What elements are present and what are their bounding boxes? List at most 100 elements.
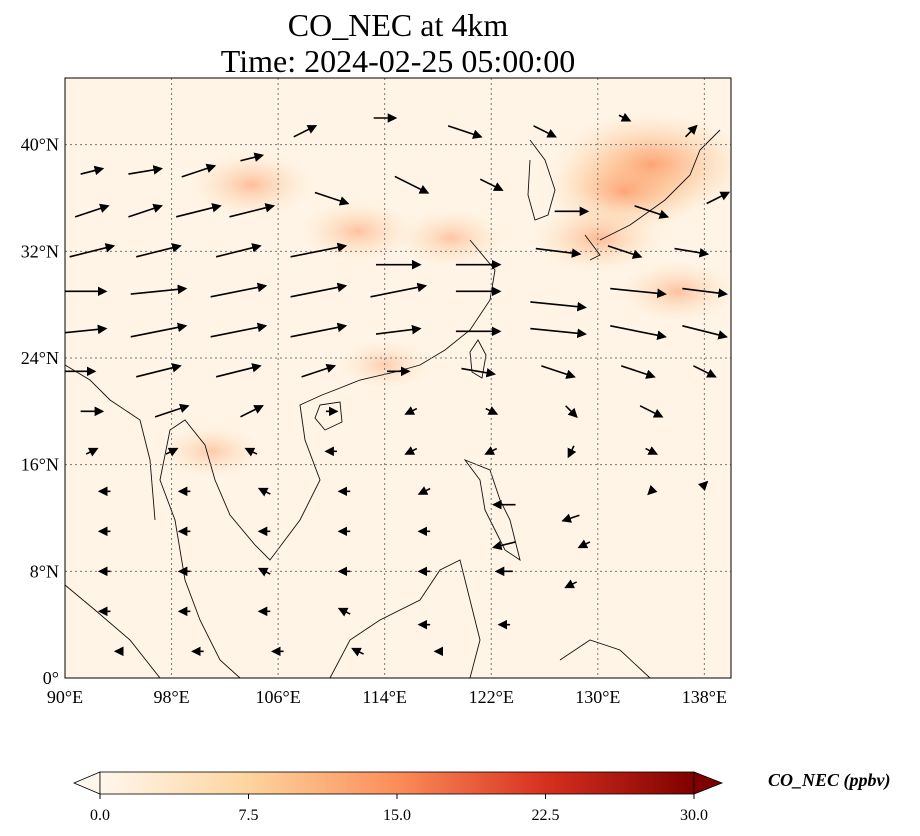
philippines-coastline	[463, 458, 521, 562]
wind-arrow-7	[533, 125, 557, 138]
wind-arrow-36	[610, 287, 667, 299]
wind-arrow-20	[69, 243, 116, 258]
wind-arrow-45	[610, 325, 667, 340]
wind-arrow-57	[154, 403, 190, 418]
wind-arrow-23	[290, 242, 348, 258]
wind-arrow-48	[136, 363, 182, 378]
colorbar-tick-0: 0.0	[90, 807, 110, 824]
wind-arrow-18	[634, 205, 670, 219]
wind-arrow-26	[535, 247, 582, 258]
wind-arrow-71	[645, 446, 659, 455]
wind-arrow-3	[240, 152, 265, 162]
wind-arrow-77	[417, 486, 431, 495]
taiwan-coastline	[469, 339, 487, 379]
wind-arrow-54	[621, 365, 656, 379]
colorbar-min-extend	[72, 771, 101, 795]
hotspot-0	[190, 152, 313, 218]
wind-arrow-72	[698, 480, 709, 491]
hotspot-2	[398, 209, 505, 267]
wind-arrow-68	[404, 446, 418, 455]
x-tick-3: 114°E	[362, 687, 407, 707]
wind-arrow-80	[647, 485, 658, 496]
wind-arrow-90	[257, 567, 271, 577]
wind-arrow-41	[290, 322, 348, 338]
hotspot-6	[620, 260, 731, 322]
y-tick-4: 32°N	[21, 241, 59, 261]
colorbar-tick-3: 22.5	[532, 807, 560, 824]
wind-arrow-22	[215, 243, 262, 258]
colorbar-tick-2: 15.0	[383, 807, 411, 824]
wind-arrow-38	[65, 324, 108, 335]
korea-coastline	[527, 139, 556, 221]
wind-arrow-6	[447, 125, 483, 139]
x-tick-4: 122°E	[469, 687, 514, 707]
wind-arrow-0	[80, 165, 105, 176]
wind-arrow-46	[682, 325, 728, 340]
sumatra-coastline	[65, 584, 161, 678]
wind-arrow-87	[577, 539, 591, 549]
wind-arrow-79	[561, 513, 580, 523]
indochina-coastline	[159, 394, 323, 678]
wind-arrow-31	[210, 282, 268, 298]
wind-arrow-28	[674, 247, 710, 258]
y-tick-0: 0°	[43, 668, 59, 688]
x-tick-0: 90°E	[47, 687, 83, 707]
wind-arrow-104	[351, 647, 364, 657]
borneo-coastline	[329, 559, 481, 678]
wind-arrow-55	[693, 365, 717, 378]
map-frame	[64, 77, 732, 679]
x-tick-2: 106°E	[256, 687, 301, 707]
colorbar-tick-1: 7.5	[239, 807, 259, 824]
hotspot-1	[301, 200, 416, 262]
wind-arrow-9	[684, 124, 698, 138]
china-coastline	[321, 239, 496, 396]
wind-arrow-40	[210, 322, 268, 338]
wind-arrow-13	[229, 203, 276, 218]
colorbar-ticks: 0.0 7.5 15.0 22.5 30.0	[90, 794, 708, 824]
colorbar: 0.0 7.5 15.0 22.5 30.0	[72, 771, 724, 824]
wind-arrow-63	[639, 405, 664, 418]
wind-arrow-33	[370, 282, 428, 298]
wind-arrow-50	[301, 363, 337, 378]
wind-arrow-49	[215, 363, 262, 378]
japan-coastline	[584, 129, 721, 261]
wind-arrow-15	[394, 175, 430, 194]
x-tick-labels: 90°E 98°E 106°E 114°E 122°E 130°E 138°E	[47, 687, 727, 707]
newguinea-coastline	[559, 639, 651, 678]
coastlines	[65, 129, 721, 678]
wind-arrow-61	[485, 406, 499, 415]
wind-arrow-69	[484, 446, 498, 455]
y-tick-labels: 0° 8°N 16°N 24°N 32°N 40°N	[21, 135, 59, 688]
wind-arrow-86	[492, 540, 516, 551]
wind-arrow-16	[479, 178, 504, 191]
y-tick-1: 8°N	[30, 561, 59, 581]
wind-arrow-64	[85, 447, 99, 457]
colorbar-max-extend	[693, 771, 724, 795]
wind-arrow-42	[375, 324, 422, 335]
wind-arrow-37	[682, 287, 728, 298]
colorbar-tick-4: 30.0	[680, 807, 708, 824]
y-tick-3: 24°N	[21, 348, 59, 368]
wind-arrow-94	[564, 579, 578, 589]
wind-arrow-60	[404, 406, 418, 415]
map-title: CO_NEC at 4km	[287, 7, 509, 43]
wind-arrow-21	[136, 243, 182, 258]
wind-arrow-52	[461, 367, 496, 378]
wind-arrow-53	[541, 365, 576, 379]
wind-arrow-19	[706, 191, 731, 205]
wind-arrow-8	[618, 112, 632, 122]
colorbar-gradient	[99, 771, 695, 795]
wind-arrow-32	[290, 282, 348, 298]
wind-arrow-98	[337, 607, 351, 617]
bengal-coastline	[65, 364, 156, 521]
wind-arrow-2	[181, 163, 217, 178]
wind-arrow-62	[565, 405, 578, 418]
gridlines	[65, 78, 731, 678]
colorbar-label: CO_NEC (ppbv)	[768, 770, 891, 790]
wind-arrow-11	[128, 203, 163, 218]
wind-arrow-44	[530, 327, 587, 339]
wind-arrow-30	[130, 284, 188, 295]
x-tick-5: 130°E	[575, 687, 620, 707]
map-time: Time: 2024-02-25 05:00:00	[220, 43, 576, 79]
y-tick-2: 16°N	[21, 455, 59, 475]
